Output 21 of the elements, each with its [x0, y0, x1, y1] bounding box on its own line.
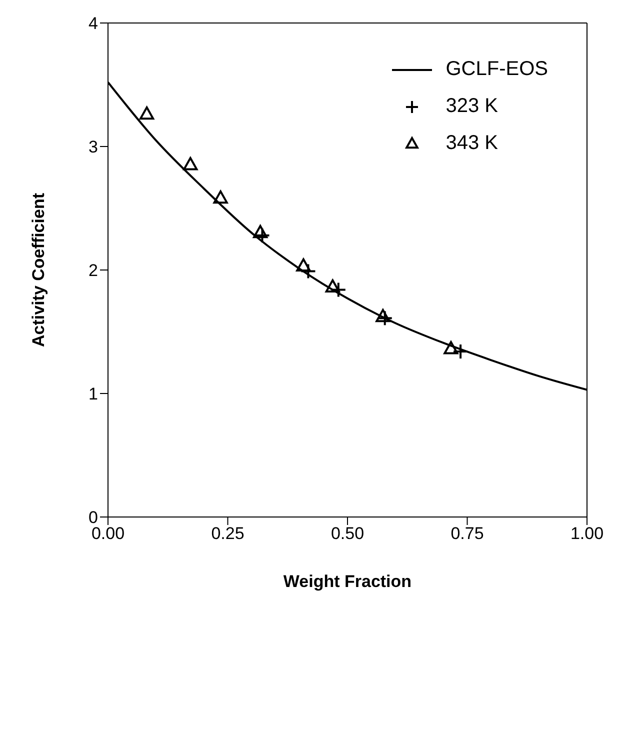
- point: [140, 106, 154, 120]
- point: [376, 308, 390, 322]
- point: [183, 157, 198, 170]
- y-tick-label: 4: [88, 14, 98, 34]
- point: [325, 279, 340, 292]
- point: [296, 258, 311, 272]
- legend-label: 343 K: [446, 132, 498, 155]
- x-tick-label: 0.50: [330, 524, 364, 544]
- x-tick-label: 1.00: [570, 524, 604, 544]
- y-tick-label: 2: [88, 261, 98, 280]
- point: [444, 341, 458, 354]
- y-axis-title: Activity Coefficient: [29, 192, 48, 347]
- x-axis-title: Weight Fraction: [283, 572, 412, 591]
- y-tick-label: 3: [88, 138, 98, 157]
- x-tick-label: 0.75: [450, 524, 484, 544]
- point: [213, 190, 228, 204]
- point: [253, 224, 268, 238]
- legend-label: GCLF-EOS: [446, 58, 548, 81]
- x-tick-label: 0.25: [211, 524, 244, 544]
- y-tick-label: 1: [88, 384, 98, 404]
- legend-label: 323 K: [446, 95, 498, 118]
